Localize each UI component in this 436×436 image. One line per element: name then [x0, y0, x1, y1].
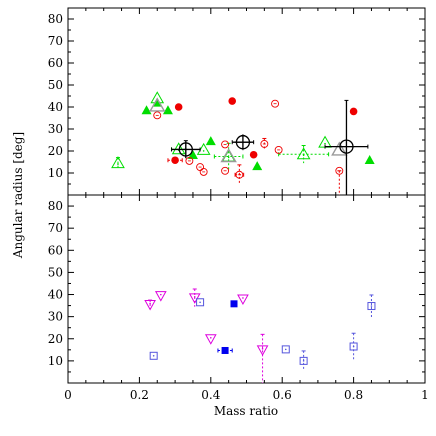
y-tick-label: 60 — [48, 243, 63, 257]
data-point — [349, 107, 358, 116]
data-point — [171, 142, 186, 155]
y-tick-label: 70 — [48, 221, 63, 235]
data-point-center — [152, 354, 155, 357]
data-point — [196, 298, 205, 307]
y-tick-label: 20 — [48, 144, 63, 158]
data-point — [260, 140, 269, 148]
data-point — [187, 149, 198, 159]
data-point — [237, 294, 249, 305]
data-marks — [111, 91, 376, 383]
data-point-center — [302, 360, 305, 362]
data-point-center — [242, 297, 244, 299]
y-tick-label: 20 — [48, 332, 63, 346]
data-point-center — [202, 150, 205, 152]
data-point — [296, 147, 311, 160]
data-point — [153, 111, 162, 120]
y-tick-label: 40 — [48, 100, 63, 114]
data-point — [220, 148, 237, 163]
data-point — [228, 97, 237, 105]
data-point — [204, 334, 217, 345]
data-point-center — [160, 293, 162, 296]
x-tick-label: 0.8 — [344, 388, 363, 402]
data-point — [221, 140, 230, 149]
data-point — [144, 299, 156, 311]
data-point — [335, 166, 344, 175]
data-point — [256, 345, 269, 356]
y-tick-label: 60 — [48, 56, 63, 70]
data-point — [162, 105, 173, 115]
data-point — [271, 99, 280, 108]
data-point — [150, 91, 165, 104]
y-tick-label: 50 — [48, 265, 63, 279]
data-point — [111, 156, 125, 169]
x-tick-label: 1 — [421, 388, 429, 402]
y-tick-label: 50 — [48, 78, 63, 92]
data-point — [141, 105, 152, 115]
y-tick-label: 30 — [48, 310, 63, 324]
data-point — [196, 142, 211, 155]
data-point — [281, 345, 290, 354]
y-tick-label: 30 — [48, 122, 63, 136]
y-tick-label: 40 — [48, 288, 63, 302]
data-point — [252, 161, 263, 171]
data-point — [331, 141, 348, 156]
data-point — [149, 97, 166, 112]
data-point-center — [261, 348, 264, 350]
data-point-center — [149, 302, 151, 305]
data-point-center — [199, 301, 201, 304]
y-tick-label: 10 — [48, 166, 63, 180]
data-point — [205, 136, 216, 146]
data-point-center — [302, 154, 305, 157]
data-point-center — [193, 296, 196, 298]
data-point-center — [370, 305, 373, 307]
x-tick-label: 0 — [64, 388, 72, 402]
x-tick-label: 0.2 — [130, 388, 149, 402]
data-point — [249, 150, 258, 159]
data-point — [221, 166, 230, 175]
y-tick-label: 70 — [48, 34, 63, 48]
data-point — [154, 291, 167, 302]
data-point — [364, 155, 375, 165]
y-tick-label: 80 — [48, 12, 63, 26]
x-axis-label: Mass ratio — [214, 404, 278, 418]
data-point — [235, 170, 244, 179]
data-point — [230, 300, 238, 308]
data-point — [367, 302, 376, 311]
x-tick-label: 0.6 — [273, 388, 292, 402]
bottom-panel-frame — [67, 194, 426, 384]
data-point — [274, 145, 283, 154]
data-point-center — [227, 156, 230, 159]
data-point — [185, 156, 194, 165]
data-point-center — [284, 348, 287, 351]
x-tick-label: 0.4 — [201, 388, 220, 402]
data-point-center — [210, 336, 212, 339]
data-point-center — [117, 163, 119, 165]
data-point — [349, 342, 358, 351]
data-point — [149, 351, 158, 360]
data-point-center — [324, 142, 326, 145]
data-point — [299, 356, 308, 365]
y-axis-label: Angular radius [deg] — [11, 132, 25, 259]
data-point — [174, 103, 183, 111]
data-point-center — [352, 345, 355, 348]
data-point — [199, 167, 208, 176]
data-point — [171, 156, 179, 165]
data-point — [221, 346, 229, 354]
axis-ticks: 10 20 30 40 50 60 70 80 10 20 30 40 50 60 70 80 0 0.2 0.4 0… — [48, 8, 429, 402]
y-tick-label: 10 — [48, 354, 63, 368]
top-panel-frame — [67, 7, 426, 196]
y-tick-label: 80 — [48, 199, 63, 213]
